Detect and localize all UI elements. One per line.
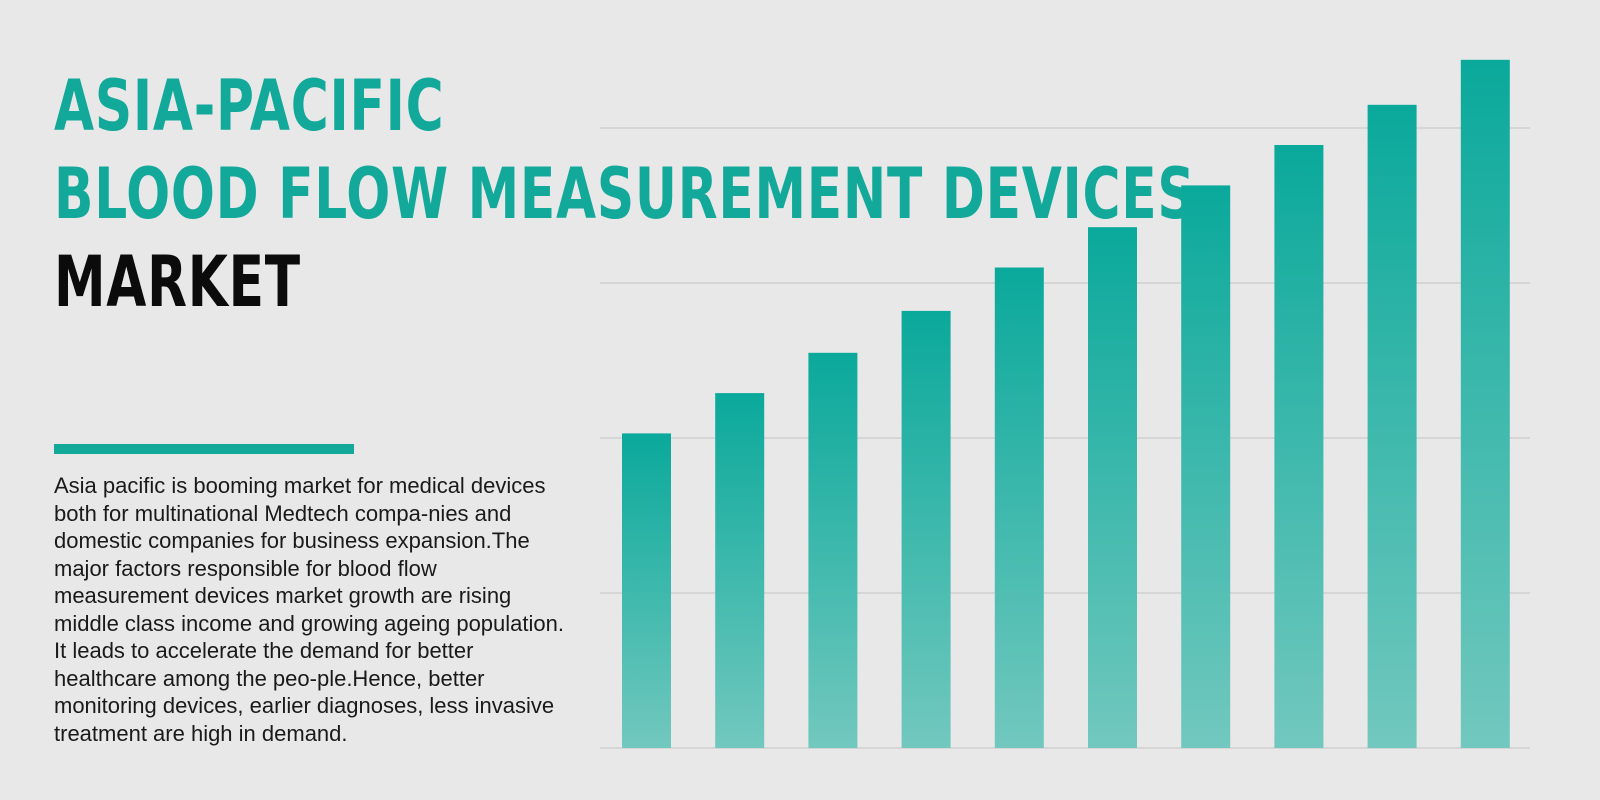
accent-divider <box>54 444 354 454</box>
bar-9 <box>1367 104 1417 749</box>
bar-5 <box>994 267 1044 748</box>
description-text: Asia pacific is booming market for medic… <box>54 473 564 746</box>
bar-chart-svg <box>600 59 1530 749</box>
bar-1 <box>622 433 671 748</box>
title-block: ASIA-PACIFIC BLOOD FLOW MEASUREMENT DEVI… <box>54 62 1195 326</box>
title-line-3: MARKET <box>54 241 301 323</box>
title-line-1: ASIA-PACIFIC <box>54 65 445 147</box>
bar-7 <box>1181 185 1231 748</box>
bar-3 <box>808 352 858 749</box>
bar-6 <box>1088 227 1137 748</box>
bar-2 <box>715 393 765 748</box>
bar-4 <box>901 310 951 748</box>
bar-10 <box>1460 59 1510 749</box>
bar-chart <box>600 40 1570 775</box>
bars <box>622 59 1510 749</box>
bar-8 <box>1274 145 1324 748</box>
